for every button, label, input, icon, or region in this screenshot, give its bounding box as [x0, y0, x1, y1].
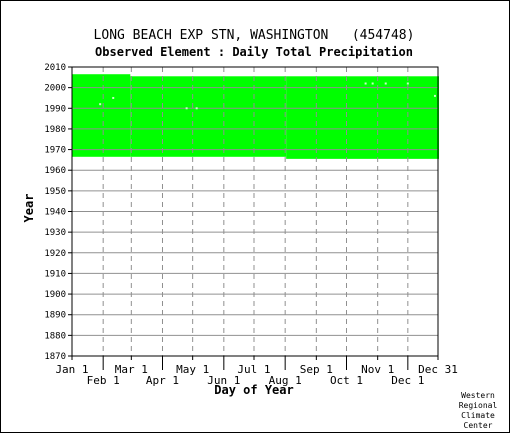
credit-line-2: Regional [459, 401, 498, 410]
credit-line-1: Western [461, 391, 495, 400]
x-axis-label: Day of Year [214, 383, 293, 397]
y-tick-label-1920: 1920 [44, 249, 66, 259]
x-tick-label-upper-1: Mar 1 [115, 363, 148, 376]
y-tick-label-1870: 1870 [44, 352, 66, 362]
data-coverage-2 [286, 76, 440, 159]
x-tick-label-upper-6: Dec 31 [418, 363, 458, 376]
credit-line-4: Center [464, 421, 493, 430]
y-tick-label-1930: 1930 [44, 228, 66, 238]
x-tick-label-upper-0: Jan 1 [55, 363, 88, 376]
x-tick-label-lower-0: Feb 1 [87, 374, 120, 387]
missing-point-2 [185, 107, 188, 110]
x-tick-label-lower-2: Jun 1 [207, 374, 240, 387]
plot-border [71, 66, 439, 357]
chart-title: LONG BEACH EXP STN, WASHINGTON (454748) [94, 28, 415, 43]
credit-line-3: Climate [461, 411, 495, 420]
x-tick-label-upper-5: Nov 1 [361, 363, 394, 376]
plot-area: 1870 1880 1890 1900 1910 1920 1930 1940 1950 1960… [44, 63, 458, 387]
missing-point-3 [195, 107, 198, 110]
y-tick-label-1960: 1960 [44, 166, 66, 176]
y-tick-label-1880: 1880 [44, 331, 66, 341]
x-tick-label-lower-5: Dec 1 [391, 374, 424, 387]
y-tick-label-1900: 1900 [44, 290, 66, 300]
x-tick-label-lower-3: Aug 1 [269, 374, 302, 387]
x-tick-label-upper-2: May 1 [176, 363, 209, 376]
missing-point-6 [384, 82, 387, 85]
y-axis-label: Year [22, 194, 36, 223]
y-tick-label-1980: 1980 [44, 125, 66, 135]
y-tick-label-1950: 1950 [44, 187, 66, 197]
data-coverage-1 [130, 76, 287, 157]
y-tick-label-2010: 2010 [44, 63, 66, 73]
x-tick-label-lower-1: Apr 1 [146, 374, 179, 387]
y-tick-label-1970: 1970 [44, 146, 66, 156]
y-tick-label-1990: 1990 [44, 104, 66, 114]
missing-point-7 [406, 82, 409, 85]
missing-point-4 [364, 82, 367, 85]
data-coverage-0 [72, 74, 131, 157]
missing-point-1 [112, 96, 115, 99]
y-tick-label-2000: 2000 [44, 84, 66, 94]
x-tick-label-upper-4: Sep 1 [300, 363, 333, 376]
x-tick-label-lower-4: Oct 1 [330, 374, 363, 387]
missing-point-5 [371, 82, 374, 85]
chart-subtitle: Observed Element : Daily Total Precipita… [95, 45, 413, 59]
x-tick-label-upper-3: Jul 1 [237, 363, 270, 376]
missing-point-8 [433, 94, 436, 97]
missing-point-0 [99, 103, 102, 106]
y-tick-label-1910: 1910 [44, 269, 66, 279]
y-tick-label-1890: 1890 [44, 311, 66, 321]
y-tick-label-1940: 1940 [44, 208, 66, 218]
